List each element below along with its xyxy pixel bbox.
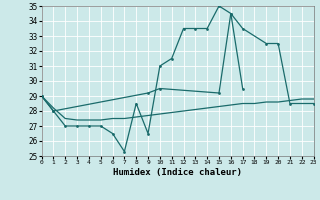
X-axis label: Humidex (Indice chaleur): Humidex (Indice chaleur) — [113, 168, 242, 177]
